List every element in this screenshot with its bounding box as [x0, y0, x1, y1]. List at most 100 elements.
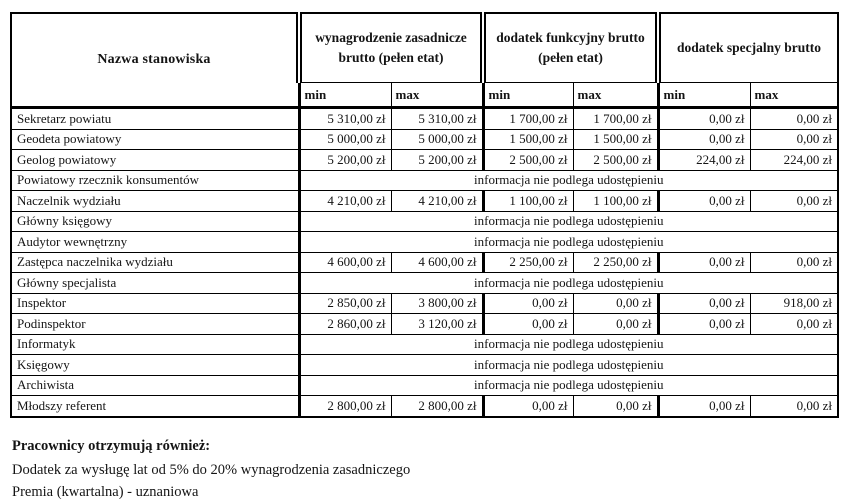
- note-line-seniority-allowance: Dodatek za wysługę lat od 5% do 20% wyna…: [12, 462, 411, 478]
- cell-value: 4 600,00 zł: [390, 251, 484, 273]
- header-minmax-row: min max min max min max: [11, 82, 839, 108]
- table-row: Inspektor 2 850,00 zł 3 800,00 zł 0,00 z…: [10, 292, 839, 314]
- row-name: Informatyk: [10, 333, 300, 355]
- column-header-min: min: [297, 82, 392, 108]
- row-name: Księgowy: [10, 354, 300, 376]
- cell-value: 1 100,00 zł: [572, 190, 659, 212]
- cell-value: 0,00 zł: [749, 107, 839, 130]
- cell-value: 1 700,00 zł: [572, 107, 659, 130]
- column-group-functional-allowance: dodatek funkcyjny brutto (pełen etat): [479, 12, 659, 83]
- salary-table: Nazwa stanowiska wynagrodzenie zasadnicz…: [10, 12, 840, 418]
- column-group-base-salary: wynagrodzenie zasadnicze brutto (pełen e…: [296, 12, 484, 83]
- column-header-min: min: [656, 82, 751, 108]
- cell-value: 1 500,00 zł: [481, 128, 574, 150]
- row-name: Powiatowy rzecznik konsumentów: [10, 169, 300, 191]
- restricted-info-cell: informacja nie podlega udostępieniu: [297, 231, 839, 253]
- cell-value: 0,00 zł: [749, 128, 839, 150]
- cell-value: 0,00 zł: [749, 251, 839, 273]
- cell-value: 4 210,00 zł: [390, 190, 484, 212]
- table-row: Sekretarz powiatu 5 310,00 zł 5 310,00 z…: [10, 107, 839, 130]
- row-name: Podinspektor: [10, 313, 300, 335]
- restricted-info-cell: informacja nie podlega udostępieniu: [297, 169, 839, 191]
- cell-value: 1 500,00 zł: [572, 128, 659, 150]
- cell-value: 4 600,00 zł: [297, 251, 392, 273]
- column-header-max: max: [749, 82, 839, 108]
- table-row: Główny specjalista informacja nie podleg…: [10, 272, 839, 294]
- column-header-position-name: Nazwa stanowiska: [10, 12, 300, 108]
- column-group-special-allowance: dodatek specjalny brutto: [655, 12, 839, 83]
- row-name: Inspektor: [10, 292, 300, 314]
- row-name: Geolog powiatowy: [10, 149, 300, 171]
- cell-value: 0,00 zł: [656, 292, 751, 314]
- cell-value: 5 200,00 zł: [390, 149, 484, 171]
- cell-value: 0,00 zł: [572, 395, 659, 417]
- cell-value: 2 250,00 zł: [572, 251, 659, 273]
- restricted-info-cell: informacja nie podlega udostępieniu: [297, 210, 839, 232]
- table-row: Główny księgowy informacja nie podlega u…: [10, 210, 839, 232]
- restricted-info-cell: informacja nie podlega udostępieniu: [297, 374, 839, 396]
- row-name: Naczelnik wydziału: [10, 190, 300, 212]
- restricted-info-cell: informacja nie podlega udostępieniu: [297, 333, 839, 355]
- cell-value: 918,00 zł: [749, 292, 839, 314]
- cell-value: 0,00 zł: [749, 313, 839, 335]
- cell-value: 2 800,00 zł: [297, 395, 392, 417]
- table-row: Informatyk informacja nie podlega udostę…: [10, 333, 839, 355]
- table-row: Podinspektor 2 860,00 zł 3 120,00 zł 0,0…: [10, 313, 839, 335]
- cell-value: 0,00 zł: [656, 395, 751, 417]
- cell-value: 0,00 zł: [572, 292, 659, 314]
- row-name: Geodeta powiatowy: [10, 128, 300, 150]
- cell-value: 2 860,00 zł: [297, 313, 392, 335]
- notes-heading: Pracownicy otrzymują również:: [12, 438, 211, 454]
- cell-value: 224,00 zł: [656, 149, 751, 171]
- column-header-min: min: [481, 82, 574, 108]
- cell-value: 0,00 zł: [656, 313, 751, 335]
- cell-value: 0,00 zł: [656, 107, 751, 130]
- cell-value: 1 100,00 zł: [481, 190, 574, 212]
- note-line-quarterly-bonus: Premia (kwartalna) - uznaniowa: [12, 484, 199, 499]
- header-group-row: Nazwa stanowiska wynagrodzenie zasadnicz…: [10, 12, 839, 108]
- cell-value: 0,00 zł: [481, 292, 574, 314]
- cell-value: 3 800,00 zł: [390, 292, 484, 314]
- cell-value: 5 000,00 zł: [297, 128, 392, 150]
- footer-notes: Pracownicy otrzymują również: Dodatek za…: [12, 438, 410, 499]
- cell-value: 0,00 zł: [749, 395, 839, 417]
- cell-value: 2 250,00 zł: [481, 251, 574, 273]
- table-row: Młodszy referent 2 800,00 zł 2 800,00 zł…: [10, 395, 839, 417]
- table-row: Zastępca naczelnika wydziału 4 600,00 zł…: [10, 251, 839, 273]
- table-row: Geolog powiatowy 5 200,00 zł 5 200,00 zł…: [10, 149, 839, 171]
- table-row: Księgowy informacja nie podlega udostępi…: [10, 354, 839, 376]
- restricted-info-cell: informacja nie podlega udostępieniu: [297, 354, 839, 376]
- row-name: Archiwista: [10, 374, 300, 396]
- cell-value: 5 200,00 zł: [297, 149, 392, 171]
- cell-value: 5 310,00 zł: [390, 107, 484, 130]
- cell-value: 2 500,00 zł: [481, 149, 574, 171]
- column-header-max: max: [390, 82, 484, 108]
- row-name: Zastępca naczelnika wydziału: [10, 251, 300, 273]
- cell-value: 2 500,00 zł: [572, 149, 659, 171]
- cell-value: 0,00 zł: [656, 128, 751, 150]
- cell-value: 0,00 zł: [656, 251, 751, 273]
- row-name: Główny specjalista: [10, 272, 300, 294]
- row-name: Młodszy referent: [10, 395, 300, 417]
- table-row: Powiatowy rzecznik konsumentów informacj…: [10, 169, 839, 191]
- cell-value: 0,00 zł: [656, 190, 751, 212]
- cell-value: 0,00 zł: [481, 313, 574, 335]
- row-name: Sekretarz powiatu: [10, 107, 300, 130]
- restricted-info-cell: informacja nie podlega udostępieniu: [297, 272, 839, 294]
- cell-value: 0,00 zł: [572, 313, 659, 335]
- table-row: Geodeta powiatowy 5 000,00 zł 5 000,00 z…: [10, 128, 839, 150]
- row-name: Główny księgowy: [10, 210, 300, 232]
- cell-value: 2 800,00 zł: [390, 395, 484, 417]
- cell-value: 1 700,00 zł: [481, 107, 574, 130]
- cell-value: 0,00 zł: [481, 395, 574, 417]
- table-row: Naczelnik wydziału 4 210,00 zł 4 210,00 …: [10, 190, 839, 212]
- cell-value: 2 850,00 zł: [297, 292, 392, 314]
- cell-value: 224,00 zł: [749, 149, 839, 171]
- column-header-max: max: [572, 82, 659, 108]
- cell-value: 5 000,00 zł: [390, 128, 484, 150]
- cell-value: 4 210,00 zł: [297, 190, 392, 212]
- cell-value: 5 310,00 zł: [297, 107, 392, 130]
- cell-value: 0,00 zł: [749, 190, 839, 212]
- cell-value: 3 120,00 zł: [390, 313, 484, 335]
